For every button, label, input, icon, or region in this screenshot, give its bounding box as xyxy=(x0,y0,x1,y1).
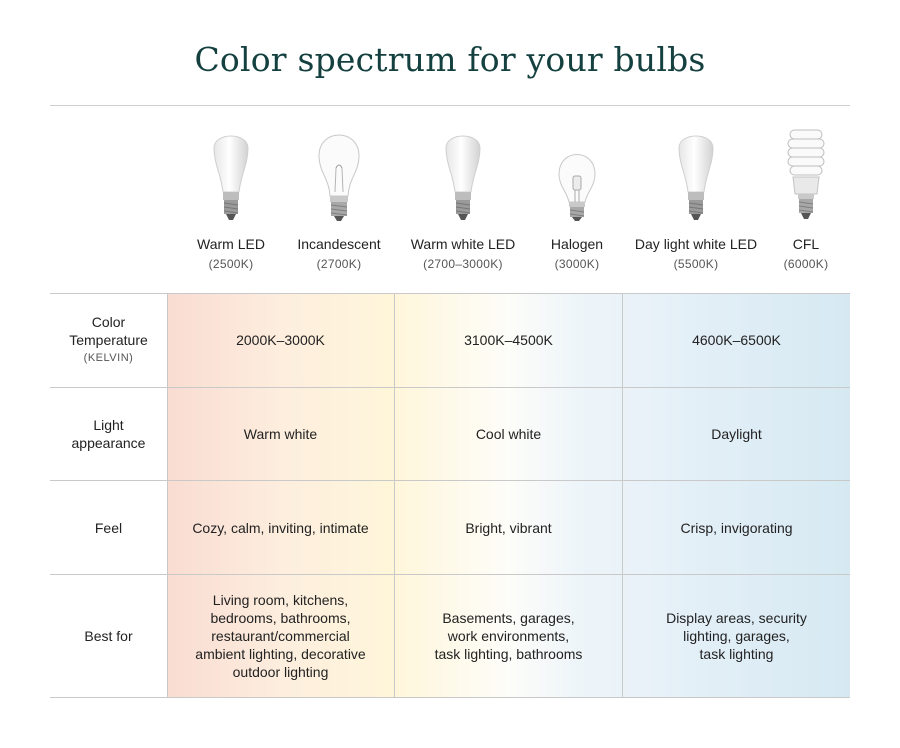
bulb-name: Day light white LED xyxy=(634,236,758,252)
page-title: Color spectrum for your bulbs xyxy=(194,40,706,79)
table-cell: 3100K–4500K xyxy=(464,332,553,348)
row-label-best-for: Best for xyxy=(50,575,167,697)
table-cell: Warm white xyxy=(243,426,318,442)
table-divider xyxy=(50,574,850,575)
bulb-incandescent: Incandescent (2700K) xyxy=(269,122,409,271)
table-cell: Living room, kitchens, bedrooms, bathroo… xyxy=(195,592,366,680)
color-gradient-background xyxy=(167,293,850,697)
table-cell: Display areas, security lighting, garage… xyxy=(666,610,807,662)
color-spectrum-table: Color Temperature (KELVIN) 2000K–3000K 3… xyxy=(50,293,850,698)
table-cell: Crisp, invigorating xyxy=(680,519,793,536)
bulb-kelvin: (2700K) xyxy=(316,257,362,271)
bulb-kelvin: (3000K) xyxy=(554,257,600,271)
cfl-bulb-icon xyxy=(787,129,825,219)
table-cell: Daylight xyxy=(711,426,762,442)
bulb-kelvin: (2700–3000K) xyxy=(423,257,503,271)
bulb-name: CFL xyxy=(792,236,820,252)
table-cell: Cozy, calm, inviting, intimate xyxy=(192,519,369,536)
column-divider xyxy=(394,293,395,697)
table-divider xyxy=(50,293,850,294)
bulb-cfl: CFL (6000K) xyxy=(736,122,876,271)
table-cell: Basements, garages, work environments, t… xyxy=(434,610,583,662)
bulb-name: Incandescent xyxy=(297,236,381,252)
bulb-halogen: Halogen (3000K) xyxy=(507,122,647,271)
row-label-light-appearance: Light appearance xyxy=(50,388,167,480)
bulb-kelvin: (2500K) xyxy=(208,257,254,271)
row-sublabel: (KELVIN) xyxy=(83,352,134,364)
bulb-warm-white-led: Warm white LED (2700–3000K) xyxy=(393,122,533,271)
row-label-text: Color Temperature xyxy=(69,314,148,348)
table-cell: 4600K–6500K xyxy=(692,332,781,348)
bulb-kelvin: (6000K) xyxy=(783,257,829,271)
divider xyxy=(50,105,850,106)
bulb-name: Warm white LED xyxy=(410,236,516,252)
bulb-name: Halogen xyxy=(550,236,604,252)
table-divider xyxy=(50,697,850,698)
led-bulb-icon xyxy=(445,135,481,220)
row-label-text: Feel xyxy=(94,519,123,536)
led-bulb-icon xyxy=(678,135,714,220)
row-label-feel: Feel xyxy=(50,481,167,574)
table-divider xyxy=(50,480,850,481)
bulb-warm-led: Warm LED (2500K) xyxy=(161,122,301,271)
led-bulb-icon xyxy=(213,135,249,220)
halogen-bulb-icon xyxy=(558,154,596,221)
row-label-text: Light appearance xyxy=(71,417,146,451)
column-divider xyxy=(622,293,623,697)
bulb-name: Warm LED xyxy=(197,236,265,252)
table-cell: 2000K–3000K xyxy=(236,332,325,348)
bulb-kelvin: (5500K) xyxy=(673,257,719,271)
row-label-color-temperature: Color Temperature (KELVIN) xyxy=(50,293,167,387)
table-divider xyxy=(50,387,850,388)
bulb-daylight-white-led: Day light white LED (5500K) xyxy=(626,122,766,271)
row-label-text: Best for xyxy=(84,628,133,644)
incandescent-bulb-icon xyxy=(318,134,360,221)
table-cell: Bright, vibrant xyxy=(465,519,552,536)
table-cell: Cool white xyxy=(475,426,542,442)
column-divider xyxy=(167,293,168,697)
